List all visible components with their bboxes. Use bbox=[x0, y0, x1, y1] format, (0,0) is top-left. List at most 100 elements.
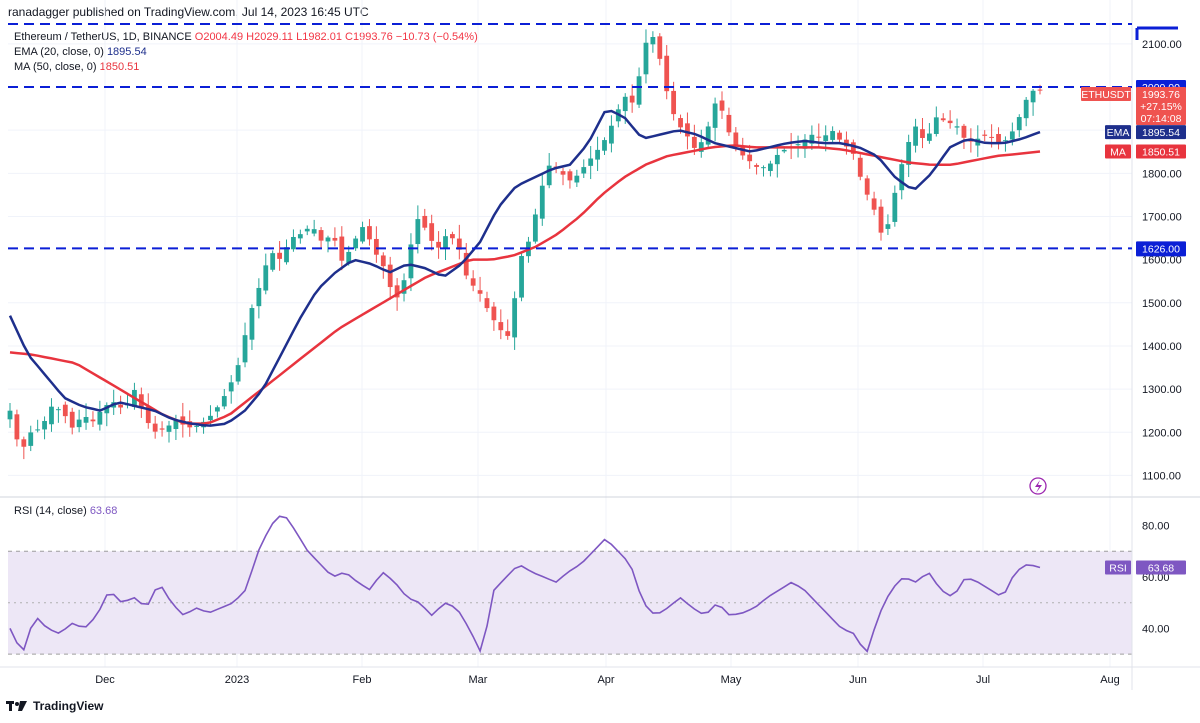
candle bbox=[208, 405, 213, 426]
candle-body bbox=[802, 139, 808, 149]
candle-body bbox=[857, 157, 863, 177]
candle bbox=[242, 322, 248, 368]
candle-body bbox=[42, 420, 47, 430]
candle bbox=[996, 127, 1001, 150]
candle bbox=[318, 227, 324, 249]
candle bbox=[560, 167, 566, 186]
candle bbox=[456, 224, 462, 260]
candle-body bbox=[733, 132, 739, 147]
svg-text:63.68: 63.68 bbox=[1148, 563, 1174, 575]
candle bbox=[304, 225, 310, 236]
candle bbox=[484, 291, 490, 313]
candle-body bbox=[332, 237, 338, 241]
candle-body bbox=[201, 421, 206, 428]
candle-body bbox=[97, 411, 103, 425]
svg-text:EMA: EMA bbox=[1107, 127, 1130, 139]
rsi-name-tag: RSI bbox=[1105, 560, 1131, 575]
candle bbox=[443, 229, 448, 261]
candle bbox=[180, 402, 186, 438]
candle bbox=[823, 125, 829, 152]
candle bbox=[69, 407, 75, 435]
candle bbox=[450, 231, 455, 245]
ma-label: MA (50, close, 0) bbox=[14, 61, 97, 73]
time-tick-label: 2023 bbox=[225, 674, 249, 686]
time-axis: Dec 2023 Feb Mar Apr May Jun Jul Aug bbox=[95, 674, 1120, 686]
candle-body bbox=[125, 404, 130, 406]
candle bbox=[1030, 88, 1036, 116]
candle-body bbox=[781, 149, 787, 152]
price-axis: 2100.00 1900.00 1800.00 1700.00 1500.00 1400.… bbox=[1142, 39, 1182, 483]
candle-body bbox=[539, 185, 545, 219]
candle bbox=[14, 409, 20, 447]
candle bbox=[332, 227, 338, 247]
ema-label: EMA (20, close, 0) bbox=[14, 46, 104, 58]
candle bbox=[830, 126, 836, 144]
symbol-tag: ETHUSDT bbox=[1081, 87, 1131, 101]
candle bbox=[55, 406, 61, 423]
candle bbox=[892, 185, 898, 227]
candle-body bbox=[996, 133, 1001, 144]
candle-body bbox=[118, 404, 124, 408]
candle-body bbox=[664, 55, 670, 92]
ema-name-tag: EMA bbox=[1105, 125, 1131, 140]
symbol-title[interactable]: Ethereum / TetherUS, 1D, BINANCE bbox=[14, 31, 192, 43]
candle bbox=[42, 416, 47, 440]
price-tick-label: 1400.00 bbox=[1142, 341, 1182, 353]
candle-body bbox=[864, 178, 870, 195]
candle bbox=[145, 393, 151, 429]
footer-brand[interactable]: TradingView bbox=[6, 699, 103, 713]
candle bbox=[781, 146, 787, 154]
candle-body bbox=[28, 432, 34, 446]
candle-body bbox=[685, 123, 690, 137]
candle bbox=[982, 130, 988, 142]
candle-body bbox=[166, 425, 172, 432]
candle-body bbox=[387, 264, 393, 288]
candle bbox=[816, 123, 822, 147]
candle bbox=[387, 256, 393, 300]
candle bbox=[470, 270, 476, 292]
svg-text:1895.54: 1895.54 bbox=[1142, 127, 1180, 139]
candle-body bbox=[394, 285, 400, 298]
ema-row[interactable]: EMA (20, close, 0) 1895.54 bbox=[14, 45, 478, 60]
candle bbox=[913, 118, 918, 153]
candle-body bbox=[311, 229, 317, 234]
candle-body bbox=[961, 125, 967, 138]
rsi-tick-label: 80.00 bbox=[1142, 521, 1170, 533]
candle-body bbox=[754, 165, 759, 167]
candle-body bbox=[892, 192, 898, 222]
rsi-axis: 80.00 60.00 40.00 bbox=[1142, 521, 1170, 636]
candle bbox=[422, 208, 428, 231]
candle-body bbox=[235, 365, 241, 382]
candle bbox=[49, 398, 54, 432]
price-tick-label: 1800.00 bbox=[1142, 168, 1182, 180]
candle bbox=[311, 219, 317, 237]
candle bbox=[768, 160, 773, 177]
candle-body bbox=[450, 234, 455, 239]
candle bbox=[788, 132, 794, 160]
candle bbox=[512, 291, 518, 350]
candle-body bbox=[83, 416, 89, 423]
candle bbox=[844, 131, 849, 155]
svg-text:1626.00: 1626.00 bbox=[1142, 243, 1180, 255]
candle bbox=[615, 104, 621, 128]
candle bbox=[719, 91, 725, 119]
candle-body bbox=[712, 103, 718, 128]
candle-body bbox=[975, 138, 981, 146]
time-tick-label: Jul bbox=[976, 674, 990, 686]
candle bbox=[325, 235, 331, 253]
candle-body bbox=[360, 227, 365, 242]
candle-body bbox=[850, 142, 856, 154]
candle-body bbox=[560, 171, 566, 175]
candle bbox=[954, 118, 960, 135]
candle-body bbox=[671, 90, 677, 115]
ma-row[interactable]: MA (50, close, 0) 1850.51 bbox=[14, 60, 478, 75]
candle bbox=[581, 159, 587, 178]
candle bbox=[526, 236, 531, 263]
candle-body bbox=[512, 298, 518, 338]
candle-body bbox=[284, 247, 289, 263]
ema-value-tag: 1895.54 bbox=[1136, 125, 1186, 140]
rsi-legend[interactable]: RSI (14, close) 63.68 bbox=[14, 505, 117, 517]
candle bbox=[291, 229, 296, 252]
candle-body bbox=[719, 100, 725, 111]
